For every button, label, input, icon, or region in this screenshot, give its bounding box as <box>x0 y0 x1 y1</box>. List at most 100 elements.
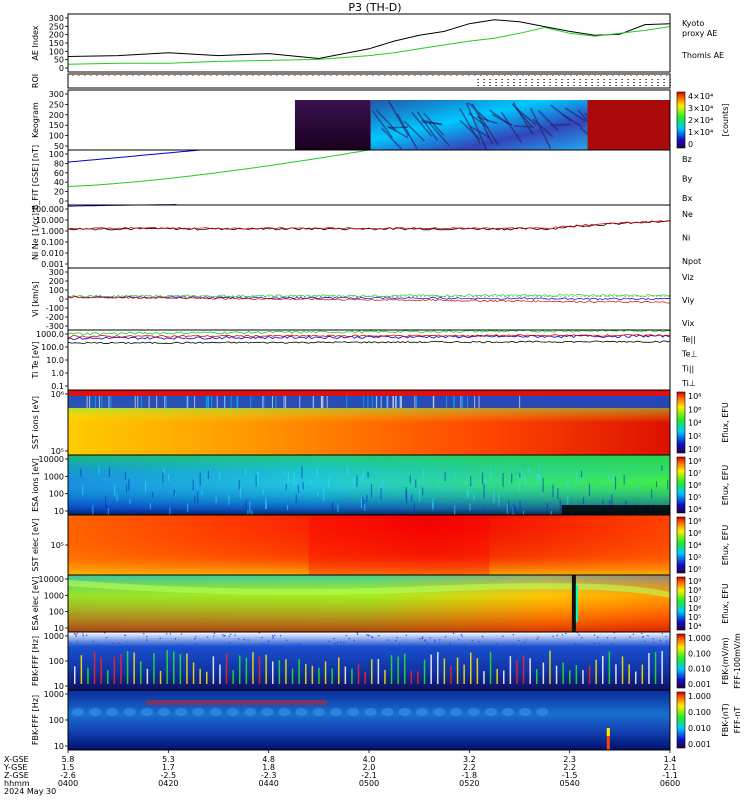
fbk-e-speckle <box>195 636 197 638</box>
fbk-e-speckle <box>578 634 580 636</box>
colorbar-tick-label: 10⁷ <box>688 469 701 478</box>
fbk-e-speckle <box>452 632 455 635</box>
colorbar <box>676 691 686 749</box>
esa-ions-speckle <box>149 503 151 510</box>
roi-dot <box>90 75 92 76</box>
sst-ions-streak <box>462 396 464 408</box>
legend-ne: Ne <box>682 210 693 219</box>
sst-ions-streak <box>148 396 150 408</box>
sst-ions-streak <box>89 396 91 408</box>
fbk-e-speckle <box>381 644 383 647</box>
roi-dot <box>507 79 509 80</box>
roi-dot <box>234 75 236 76</box>
roi-dot <box>432 75 434 76</box>
fbk-e-burst <box>661 650 663 684</box>
y-tick-label: 100 <box>49 657 64 666</box>
colorbar-tick-label: 10⁶ <box>688 529 701 538</box>
sst-ions-streak <box>322 396 324 408</box>
sst-ions-streak <box>94 396 96 408</box>
keogram-streak <box>550 104 572 122</box>
esa-ions-speckle <box>612 474 614 482</box>
roi-dot <box>570 75 572 76</box>
fbk-e-burst <box>285 659 287 684</box>
fbk-e-burst <box>410 670 413 684</box>
footer-row-x-gse: X-GSE <box>4 755 29 764</box>
fbk-e-speckle <box>426 642 428 645</box>
fbk-e-burst <box>179 653 182 684</box>
fbk-e-speckle <box>340 641 342 643</box>
colorbar-tick-label: 3×10⁴ <box>688 104 713 113</box>
esa-ions-speckle <box>262 489 264 495</box>
roi-dot <box>585 79 587 80</box>
roi-dot <box>639 85 641 86</box>
esa-ions-speckle <box>302 481 304 490</box>
esa-ions-speckle <box>346 466 349 476</box>
fbk-e-speckle <box>237 638 240 640</box>
fbk-b-blob <box>398 708 411 716</box>
fbk-e-burst <box>489 651 492 684</box>
sst-ions-streak <box>387 396 389 408</box>
esa-ions-speckle <box>129 498 131 504</box>
y-tick-label: 60 <box>54 169 64 178</box>
roi-dot <box>495 85 497 86</box>
y-axis-label: ROI <box>31 74 40 88</box>
roi-dot <box>627 82 629 83</box>
fbk-e-speckle <box>345 634 347 637</box>
keogram-streak <box>515 107 537 126</box>
keogram-streak <box>459 119 481 140</box>
fbk-e-burst <box>126 651 129 684</box>
fbk-e-speckle <box>104 632 106 634</box>
y-tick-label: 100 <box>49 286 64 295</box>
esa-ions-speckle <box>493 490 495 503</box>
esa-ions-speckle <box>489 468 492 481</box>
legend-by: By <box>682 175 692 184</box>
roi-dot <box>609 79 611 80</box>
fbk-e-speckle <box>368 634 370 636</box>
esa-ions-speckle <box>557 488 559 500</box>
roi-dot <box>549 79 551 80</box>
roi-dot <box>627 79 629 80</box>
y-tick-label: 100 <box>49 716 64 725</box>
y-tick-label: 10.0 <box>46 356 64 365</box>
fbk-e-speckle <box>421 637 423 640</box>
colorbar-tick-label: 0.001 <box>688 740 711 749</box>
keogram-streak <box>416 111 439 142</box>
y-tick-label: 0.001 <box>41 260 64 269</box>
esa-ions-speckle <box>106 504 108 519</box>
esa-ions-speckle <box>201 490 203 496</box>
roi-dot <box>483 82 485 83</box>
roi-dot <box>528 75 530 76</box>
sst-ions-streak <box>519 396 521 408</box>
fbk-e-burst <box>404 653 406 684</box>
esa-ions-speckle <box>98 465 100 474</box>
roi-dot <box>537 82 539 83</box>
esa-ions-speckle <box>366 494 368 503</box>
z-gse-value: -2.1 <box>361 771 377 780</box>
fbk-e-burst <box>265 654 267 684</box>
esa-ions-speckle <box>411 494 413 503</box>
roi-dot <box>489 85 491 86</box>
roi-dot <box>102 75 104 76</box>
fbk-e-burst <box>338 657 340 684</box>
esa-ions-speckle <box>481 472 484 485</box>
time-label: 0420 <box>158 779 178 788</box>
fbk-b-blob <box>89 708 102 716</box>
keogram-streak <box>537 110 559 132</box>
fbk-e-speckle <box>82 635 84 637</box>
fbk-e-burst <box>351 668 353 684</box>
fbk-e-burst <box>476 658 479 684</box>
sst-ions-streak <box>460 396 462 408</box>
fbk-e-burst <box>621 656 624 684</box>
fbk-e-speckle <box>642 636 644 638</box>
fbk-e-speckle <box>348 637 350 640</box>
sst-ions-streak <box>237 396 239 408</box>
fbk-e-burst <box>536 669 538 684</box>
fbk-e-speckle <box>614 637 616 639</box>
colorbar-tick-label: 10⁸ <box>688 586 701 595</box>
fbk-e-speckle <box>632 633 635 635</box>
colorbar-tick-label: 10⁶ <box>688 405 701 414</box>
esa-ions-speckle <box>328 477 330 489</box>
esa-ions-speckle <box>218 472 221 480</box>
fbk-e-speckle <box>439 642 441 644</box>
roi-dot <box>288 75 290 76</box>
